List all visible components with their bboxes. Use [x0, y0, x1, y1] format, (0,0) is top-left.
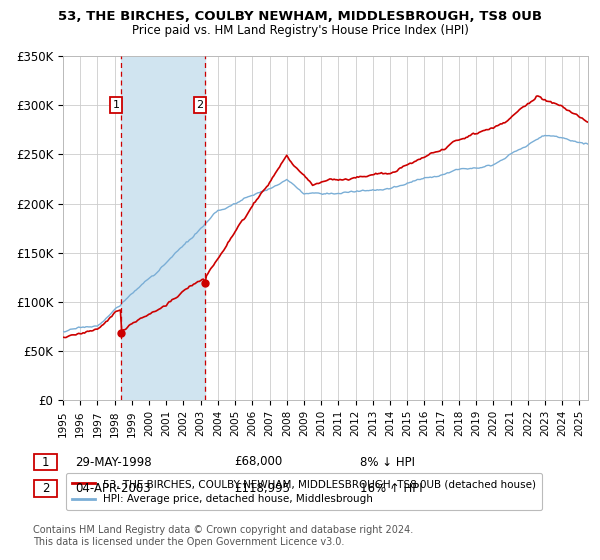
Text: 2: 2	[196, 100, 203, 110]
Text: 53, THE BIRCHES, COULBY NEWHAM, MIDDLESBROUGH, TS8 0UB: 53, THE BIRCHES, COULBY NEWHAM, MIDDLESB…	[58, 10, 542, 22]
FancyBboxPatch shape	[34, 454, 57, 470]
Text: 1: 1	[42, 455, 49, 469]
Text: 04-APR-2003: 04-APR-2003	[75, 482, 151, 495]
Text: 29-MAY-1998: 29-MAY-1998	[75, 455, 152, 469]
Text: £118,995: £118,995	[234, 482, 290, 495]
Text: £68,000: £68,000	[234, 455, 282, 469]
Text: Price paid vs. HM Land Registry's House Price Index (HPI): Price paid vs. HM Land Registry's House …	[131, 24, 469, 37]
Legend: 53, THE BIRCHES, COULBY NEWHAM, MIDDLESBROUGH, TS8 0UB (detached house), HPI: Av: 53, THE BIRCHES, COULBY NEWHAM, MIDDLESB…	[65, 473, 542, 511]
Text: 1: 1	[113, 100, 119, 110]
Text: 2: 2	[42, 482, 49, 495]
Text: 8% ↓ HPI: 8% ↓ HPI	[360, 455, 415, 469]
Text: Contains HM Land Registry data © Crown copyright and database right 2024.
This d: Contains HM Land Registry data © Crown c…	[33, 525, 413, 547]
Bar	[121, 56, 205, 400]
FancyBboxPatch shape	[34, 480, 57, 497]
Text: 16% ↑ HPI: 16% ↑ HPI	[360, 482, 422, 495]
